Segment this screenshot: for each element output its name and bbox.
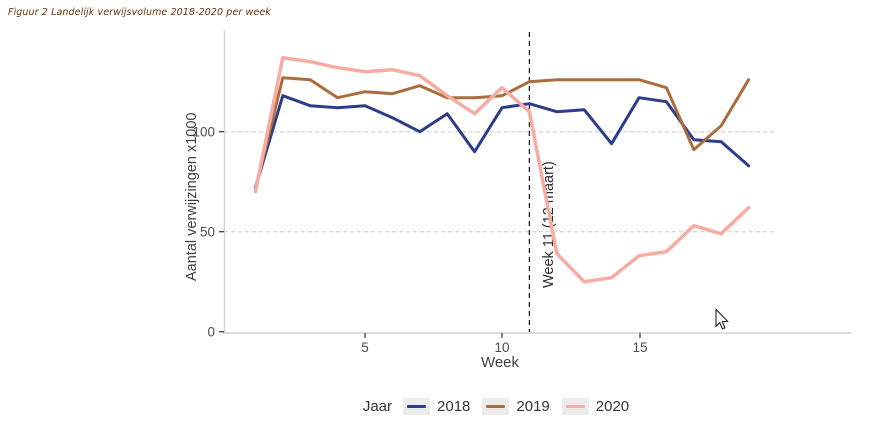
x-tick-label-10: 10 xyxy=(494,340,509,355)
legend-item-2020[interactable]: 2020 xyxy=(561,397,630,415)
legend: Jaar 2018 2019 2020 xyxy=(222,393,782,419)
legend-line-2020-icon xyxy=(565,404,585,408)
series-2019[interactable] xyxy=(253,76,751,192)
y-axis-title: Aantal verwijzingen x1000 xyxy=(184,113,200,281)
legend-title: Jaar xyxy=(362,397,393,415)
series-2018[interactable] xyxy=(253,94,751,190)
legend-key-2018 xyxy=(403,397,431,415)
figure-title: Figuur 2 Landelijk verwijsvolume 2018-20… xyxy=(8,7,271,18)
y-tick-label-50: 50 xyxy=(200,225,215,240)
series-2020[interactable] xyxy=(253,55,751,284)
mouse-cursor-icon xyxy=(715,308,729,330)
legend-label-2018: 2018 xyxy=(437,397,471,415)
x-tick-label-5: 5 xyxy=(361,340,369,355)
y-tick-label-100: 100 xyxy=(192,125,215,140)
x-axis-title: Week xyxy=(481,354,520,371)
x-tick-label-15: 15 xyxy=(632,340,647,355)
legend-key-2019 xyxy=(482,397,510,415)
legend-item-2018[interactable]: 2018 xyxy=(403,397,471,415)
legend-key-2020 xyxy=(561,397,589,415)
legend-label-2019: 2019 xyxy=(516,397,550,415)
legend-line-2019-icon xyxy=(486,404,506,408)
legend-label-2020: 2020 xyxy=(595,397,630,415)
legend-line-2018-icon xyxy=(407,404,427,408)
legend-item-2019[interactable]: 2019 xyxy=(482,397,550,415)
y-tick-label-0: 0 xyxy=(207,325,215,340)
